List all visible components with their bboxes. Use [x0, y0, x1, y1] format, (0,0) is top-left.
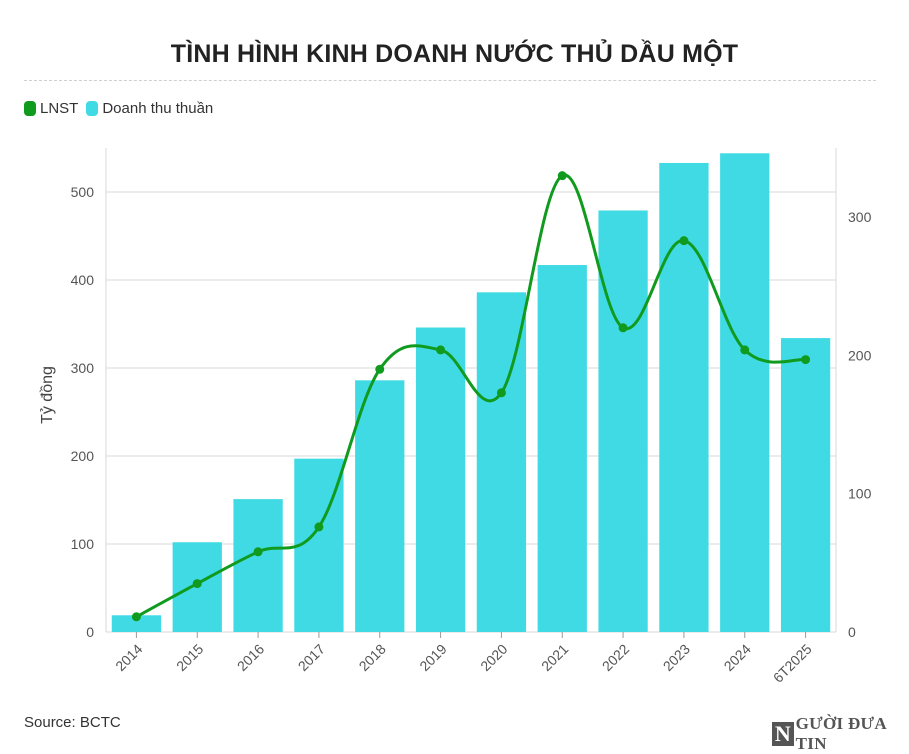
x-tick-label: 2020	[477, 641, 510, 674]
legend-item-revenue[interactable]: Doanh thu thuần	[86, 100, 213, 117]
x-tick-label: 2021	[538, 641, 571, 674]
chart-title: TÌNH HÌNH KINH DOANH NƯỚC THỦ DẦU MỘT	[170, 40, 739, 68]
x-tick-label: 2019	[416, 641, 449, 674]
x-tick-label: 2024	[721, 641, 754, 674]
x-tick-label: 2016	[234, 641, 267, 674]
logo-wordmark: GƯỜI ĐƯA TIN	[795, 714, 887, 753]
y-axis-title: Tỷ đồng	[39, 366, 56, 424]
publisher-logo: N GƯỜI ĐƯA TIN	[772, 714, 909, 754]
point-lnst-2016	[253, 547, 263, 557]
y-tick-label: 200	[71, 448, 95, 464]
x-tick-label: 2014	[112, 641, 145, 674]
point-lnst-2023	[679, 236, 689, 246]
bar-revenue-6T2025	[780, 338, 831, 632]
y-tick-label: 100	[71, 536, 95, 552]
x-tick-label: 2018	[356, 641, 389, 674]
y-tick-label: 500	[71, 184, 95, 200]
bar-revenue-2014	[111, 615, 162, 632]
y-tick-label: 0	[86, 624, 94, 640]
x-tick-label: 2023	[660, 641, 693, 674]
legend-swatch-lnst	[24, 101, 36, 116]
point-lnst-2015	[192, 579, 202, 589]
chart-legend: LNST Doanh thu thuần	[24, 100, 221, 117]
point-lnst-2017	[314, 522, 324, 532]
y2-tick-label: 300	[848, 209, 872, 225]
x-tick-label: 2017	[295, 641, 328, 674]
bar-revenue-2023	[659, 162, 709, 632]
x-tick-label: 2022	[599, 641, 632, 674]
y2-tick-label: 100	[848, 486, 872, 502]
point-lnst-2022	[618, 323, 628, 333]
point-lnst-2018	[375, 364, 385, 374]
point-lnst-2014	[131, 612, 141, 622]
y-tick-label: 300	[71, 360, 95, 376]
legend-label-revenue: Doanh thu thuần	[102, 100, 214, 117]
bar-revenue-2024	[720, 153, 770, 632]
point-lnst-2024	[740, 345, 750, 355]
y2-tick-label: 0	[848, 624, 856, 640]
bar-revenue-2019	[415, 327, 466, 632]
point-lnst-2021	[557, 171, 567, 181]
y2-tick-label: 200	[848, 347, 872, 363]
legend-swatch-revenue	[86, 101, 99, 116]
bar-revenue-2018	[355, 380, 405, 632]
x-tick-label: 6T2025	[770, 641, 815, 686]
bar-revenue-2021	[537, 265, 587, 632]
bar-revenue-2016	[233, 499, 283, 632]
x-tick-label: 2015	[173, 641, 206, 674]
legend-label-lnst: LNST	[40, 100, 79, 117]
title-divider	[24, 80, 876, 81]
point-lnst-2020	[496, 388, 506, 398]
bar-revenue-2022	[598, 210, 648, 633]
logo-mark: N	[772, 722, 794, 746]
point-lnst-2019	[436, 345, 446, 355]
source-note: Source: BCTC	[24, 714, 121, 731]
point-lnst-6T2025	[801, 355, 811, 365]
legend-item-lnst[interactable]: LNST	[24, 100, 78, 117]
y-tick-label: 400	[71, 272, 95, 288]
